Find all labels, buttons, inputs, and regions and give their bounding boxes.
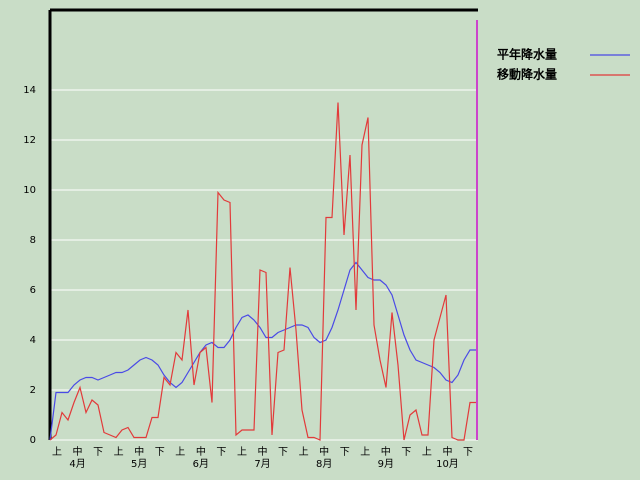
month-label: 4月 (69, 458, 85, 470)
x-tick-label: 上 (114, 446, 124, 458)
x-tick-label: 中 (442, 445, 452, 458)
x-tick-label: 中 (381, 445, 391, 458)
x-tick-label: 上 (299, 446, 309, 458)
x-tick-label: 上 (422, 446, 432, 458)
series-line (49, 261, 476, 441)
month-label: 5月 (131, 458, 147, 470)
y-tick-label: 0 (30, 435, 36, 446)
y-tick-label: 10 (23, 185, 36, 196)
x-tick-label: 上 (175, 446, 185, 458)
x-tick-label: 中 (196, 445, 206, 458)
month-label: 6月 (193, 458, 209, 470)
x-tick-label: 中 (134, 445, 144, 458)
month-label: 10月 (436, 458, 459, 470)
month-label: 8月 (316, 458, 332, 470)
x-tick-label: 下 (463, 447, 473, 458)
y-tick-label: 14 (23, 85, 36, 96)
month-label: 9月 (378, 458, 394, 470)
x-tick-label: 下 (155, 447, 165, 458)
legend-label: 移動降水量 (497, 67, 557, 82)
x-tick-label: 上 (237, 446, 247, 458)
x-tick-label: 下 (93, 447, 103, 458)
y-tick-label: 12 (23, 135, 36, 146)
y-tick-label: 6 (30, 285, 36, 296)
x-tick-label: 中 (73, 445, 83, 458)
x-tick-label: 下 (216, 447, 226, 458)
series-line (49, 102, 476, 441)
x-tick-label: 下 (278, 447, 288, 458)
x-tick-label: 上 (360, 446, 370, 458)
y-tick-label: 8 (30, 235, 36, 246)
legend-label: 平年降水量 (497, 47, 557, 62)
y-tick-label: 4 (30, 335, 36, 346)
x-tick-label: 上 (52, 446, 62, 458)
x-tick-label: 下 (401, 447, 411, 458)
x-tick-label: 中 (258, 445, 268, 458)
x-tick-label: 中 (319, 445, 329, 458)
y-tick-label: 2 (30, 385, 36, 396)
month-label: 7月 (254, 458, 270, 470)
x-tick-label: 下 (340, 447, 350, 458)
